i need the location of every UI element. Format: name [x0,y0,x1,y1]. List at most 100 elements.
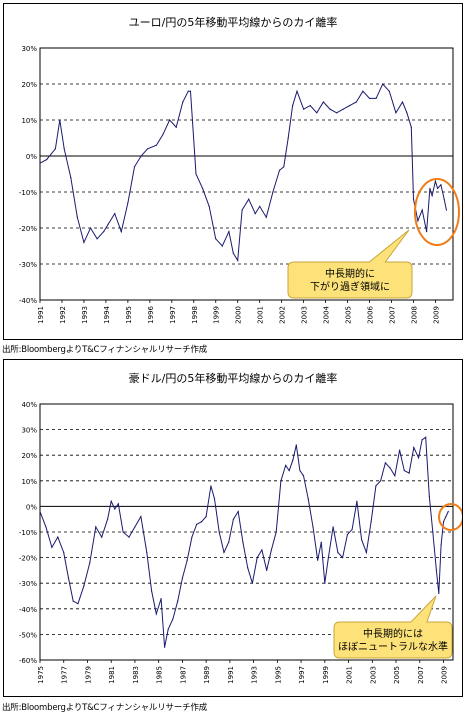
highlight-ellipse [414,178,460,246]
data-point [223,551,225,554]
data-point [320,541,322,543]
data-point [442,521,445,523]
data-point [59,119,61,121]
data-point [189,90,192,92]
data-point [272,191,274,193]
data-point [39,162,41,164]
y-tick-label: -40% [19,297,37,305]
data-point [317,559,319,561]
y-tick-label: 20% [21,452,37,460]
data-point [213,498,216,500]
data-point [210,485,212,487]
data-point [299,469,301,472]
data-point [191,536,193,538]
data-point [39,510,41,513]
data-point [107,223,109,225]
x-tick-label: 2009 [441,666,449,684]
data-point [232,252,234,254]
data-point [201,187,204,189]
y-tick-label: -10% [19,189,37,197]
data-point [283,166,285,168]
x-tick-label: 2007 [388,306,396,324]
x-tick-label: 1999 [322,666,330,684]
data-point [146,551,148,554]
data-point [388,90,390,92]
x-tick-label: 1998 [191,306,199,324]
x-tick-label: 1992 [59,306,67,324]
callout-box [287,229,413,299]
x-tick-label: 2003 [369,666,377,684]
data-point [117,503,119,505]
data-point [412,198,415,200]
eur-jpy-chart-panel: ユーロ/円の5年移動平均線からのカイ離率 30% 20% 10% 0% -10% -20% -… [3,3,463,340]
data-point [335,112,338,114]
x-tick-label: 2009 [432,306,440,324]
y-tick-label: 30% [21,427,37,435]
data-point [322,101,324,103]
x-tick-label: 2004 [323,305,331,323]
y-tick-label: 0% [26,503,37,511]
data-point [440,184,442,186]
aud-jpy-source-note: 出所:BloombergよりT&Cフィナンシャルリサーチ作成 [2,703,208,713]
x-tick-label: 1975 [37,666,45,684]
x-tick-label: 1985 [156,666,164,684]
data-point [429,187,431,189]
aud-jpy-chart: 豪ドル/円の5年移動平均線からのカイ離率 40% 30% 20% 10% 0% -10% -2… [19,371,462,684]
data-point [417,457,420,459]
data-point [395,112,397,114]
data-point [181,577,184,579]
data-point [349,105,351,107]
data-point [406,112,408,114]
data-point [437,187,439,189]
x-tick-label: 1977 [61,666,69,684]
data-point [228,231,230,233]
data-point [186,559,188,561]
data-point [242,541,244,543]
eur-jpy-source-note: 出所:BloombergよりT&Cフィナンシャルリサーチ作成 [2,345,208,355]
data-point [307,498,309,500]
data-point [327,557,329,559]
data-point [237,259,239,261]
data-point [89,227,92,229]
data-point [122,531,124,533]
x-tick-label: 1979 [84,666,92,684]
data-point [175,126,177,128]
data-point [45,159,48,161]
data-point [309,105,311,107]
data-point [208,205,210,207]
x-tick-label: 1993 [81,306,89,324]
data-point [77,603,79,605]
data-point [155,613,157,615]
data-point [177,600,179,602]
data-point [134,526,136,528]
data-point [401,101,404,103]
y-tick-label: 20% [21,81,37,89]
data-point [221,245,223,247]
data-point [127,202,129,204]
data-point [292,459,294,461]
x-tick-label: 1991 [37,306,45,324]
data-point [382,83,384,85]
data-point [251,582,254,584]
data-point [398,449,401,451]
data-point [375,97,377,99]
data-point [316,112,318,114]
data-point [375,485,377,487]
data-point [128,536,130,538]
x-tick-label: 2003 [301,306,309,324]
data-point [140,516,142,518]
y-tick-label: -30% [19,580,37,588]
data-point [63,148,65,150]
data-point [140,155,142,157]
data-point [329,108,331,110]
x-tick-label: 2007 [417,666,425,684]
y-tick-label: 10% [21,117,37,125]
data-point [425,436,427,438]
data-point [195,173,197,175]
y-tick-label: -60% [19,657,37,665]
data-point [196,523,198,525]
data-point [370,521,372,523]
data-point [426,231,428,233]
callout-text: 中長期的には [363,627,423,640]
x-tick-label: 1999 [213,306,221,324]
